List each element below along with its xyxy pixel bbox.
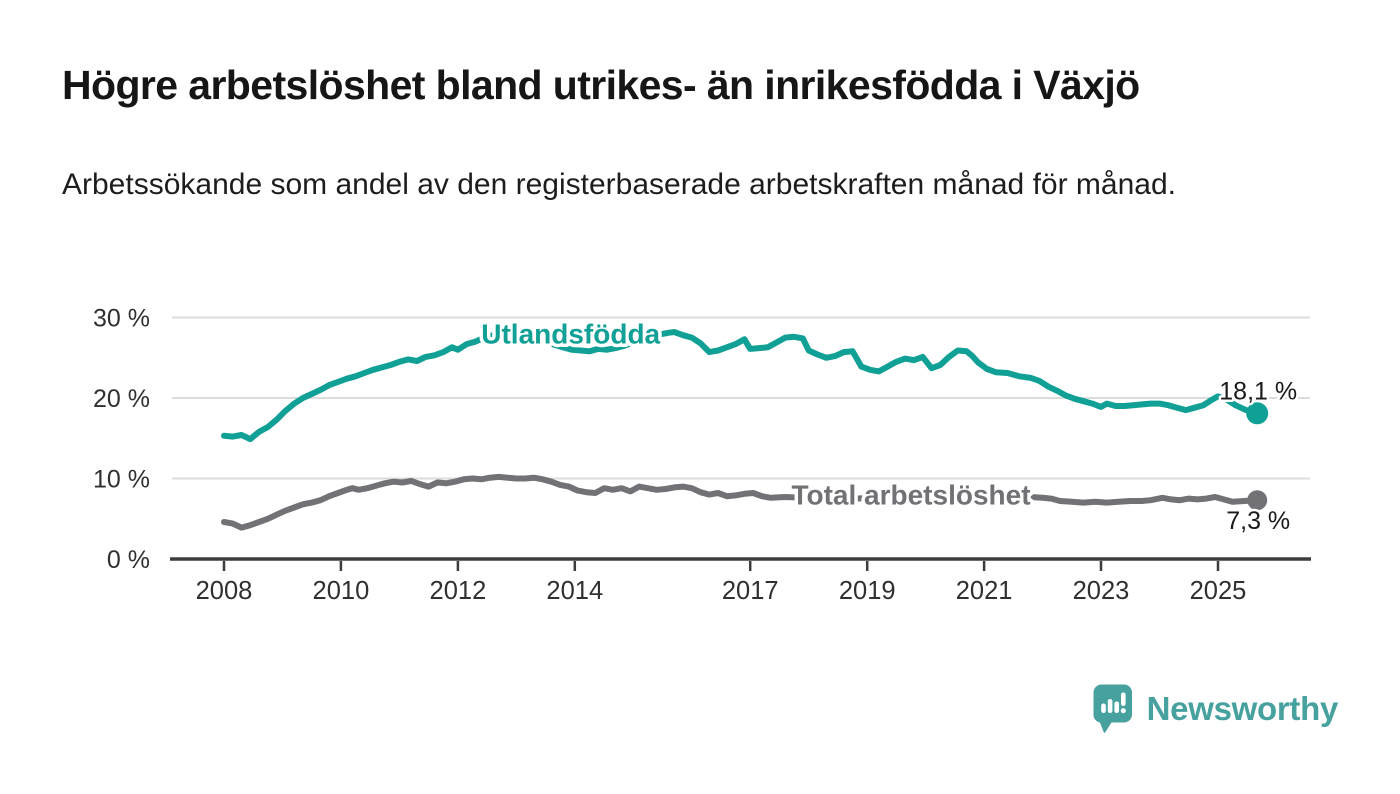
series-line-total [221, 473, 1261, 531]
series-end-value-label: 7,3 % [1226, 507, 1290, 535]
x-axis-tick-label: 2012 [430, 577, 487, 605]
brand-footer: Newsworthy [1093, 684, 1338, 734]
x-axis-tick-label: 2019 [839, 577, 896, 605]
y-axis-tick-label: 0 % [107, 546, 150, 574]
page-title: Högre arbetslöshet bland utrikes- än inr… [62, 62, 1140, 108]
chart-subtitle: Arbetssökande som andel av den registerb… [62, 168, 1176, 201]
series-name-label: Utlandsfödda [481, 319, 660, 350]
y-axis-tick-label: 30 % [93, 305, 150, 333]
series-line-utlandsfodda [221, 329, 1261, 443]
brand-name: Newsworthy [1146, 690, 1339, 727]
x-axis-tick-label: 2025 [1190, 577, 1247, 605]
y-axis-tick-label: 10 % [93, 466, 150, 494]
series-end-dot [1247, 490, 1268, 511]
x-axis-tick-label: 2021 [956, 577, 1013, 605]
series-name-label: Total arbetslöshet [791, 480, 1030, 511]
x-axis-tick-label: 2014 [546, 577, 603, 605]
y-axis-tick-label: 20 % [93, 385, 150, 413]
x-axis-tick-label: 2008 [196, 577, 253, 605]
x-axis-tick-label: 2017 [722, 577, 779, 605]
newsworthy-speech-bubble-chart-icon [1093, 684, 1132, 733]
series-end-dot [1246, 402, 1269, 425]
series-end-value-label: 18,1 % [1219, 377, 1297, 405]
x-axis-tick-label: 2023 [1073, 577, 1130, 605]
x-axis-tick-label: 2010 [313, 577, 370, 605]
